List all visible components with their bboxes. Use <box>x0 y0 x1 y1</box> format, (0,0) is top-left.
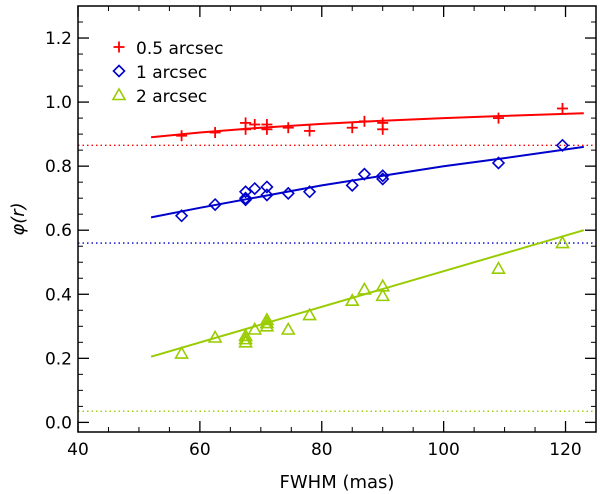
legend: 0.5 arcsec 1 arcsec 2 arcsec <box>111 39 223 107</box>
point-0-3 <box>240 117 252 129</box>
point-2-0 <box>174 345 189 359</box>
legend-label-0: 0.5 arcsec <box>136 39 223 59</box>
x-tick-label-1: 60 <box>189 440 211 460</box>
x-tick-label-2: 80 <box>311 440 333 460</box>
point-2-8 <box>259 315 275 329</box>
point-0-0 <box>176 130 188 142</box>
x-tick-label-3: 100 <box>427 440 459 460</box>
point-0-7 <box>282 122 294 134</box>
y-tick-label-0: 0.0 <box>45 413 72 433</box>
point-2-10 <box>302 307 317 321</box>
point-0-14 <box>556 102 568 114</box>
point-1-6 <box>260 180 274 194</box>
point-2-3 <box>238 334 253 348</box>
point-2-12 <box>357 281 372 295</box>
x-axis-title: FWHM (mas) <box>280 472 395 493</box>
point-2-1 <box>207 329 223 343</box>
point-1-8 <box>281 186 295 201</box>
y-tick-label-2: 0.4 <box>45 285 72 305</box>
legend-marker-0 <box>113 41 125 53</box>
point-2-14 <box>375 288 391 302</box>
point-2-7 <box>259 318 275 332</box>
y-tick-label-6: 1.2 <box>45 29 72 49</box>
point-1-0 <box>174 209 189 223</box>
point-1-11 <box>357 167 372 181</box>
y-tick-label-4: 0.8 <box>45 157 72 177</box>
legend-label-2: 2 arcsec <box>136 87 207 107</box>
point-1-3 <box>238 191 253 205</box>
x-tick-label-0: 40 <box>67 440 89 460</box>
y-tick-label-1: 0.2 <box>45 349 72 369</box>
point-1-15 <box>555 138 570 152</box>
point-2-9 <box>280 321 296 335</box>
fit-line-1 <box>150 145 584 219</box>
x-tick-label-4: 120 <box>549 440 581 460</box>
point-1-14 <box>491 156 506 170</box>
point-2-2 <box>238 328 253 342</box>
point-1-10 <box>345 178 359 192</box>
plot-frame <box>77 5 597 433</box>
data-markers <box>174 102 570 359</box>
point-2-6 <box>259 312 275 326</box>
point-0-8 <box>304 125 316 137</box>
point-1-4 <box>238 193 253 207</box>
point-1-5 <box>248 181 262 196</box>
point-0-13 <box>492 112 504 124</box>
point-0-9 <box>346 122 358 134</box>
point-2-11 <box>344 293 360 306</box>
point-1-13 <box>376 172 390 186</box>
tick-labels: 40 60 80 100 120 0.0 0.2 0.4 0.6 0.8 1.0 1.2 <box>45 29 582 460</box>
point-1-2 <box>238 185 253 199</box>
point-1-12 <box>376 169 390 183</box>
point-1-9 <box>302 185 317 199</box>
legend-label-1: 1 arcsec <box>136 63 207 83</box>
point-2-5 <box>247 321 263 335</box>
point-2-16 <box>555 235 570 249</box>
point-0-12 <box>377 123 389 135</box>
point-0-4 <box>249 119 261 131</box>
point-2-15 <box>491 261 506 274</box>
y-tick-label-5: 1.0 <box>45 93 72 113</box>
axis-ticks <box>77 5 597 432</box>
point-1-1 <box>208 197 222 212</box>
fit-lines <box>150 112 585 358</box>
point-2-4 <box>238 331 253 345</box>
legend-marker-1 <box>112 64 126 78</box>
point-1-7 <box>260 188 274 202</box>
point-0-6 <box>261 123 273 135</box>
legend-marker-2 <box>111 87 127 101</box>
point-0-1 <box>209 127 221 139</box>
y-axis-title: φ(r) <box>8 202 29 235</box>
y-tick-label-3: 0.6 <box>45 221 72 241</box>
reference-lines <box>78 144 596 412</box>
point-0-10 <box>358 115 370 127</box>
